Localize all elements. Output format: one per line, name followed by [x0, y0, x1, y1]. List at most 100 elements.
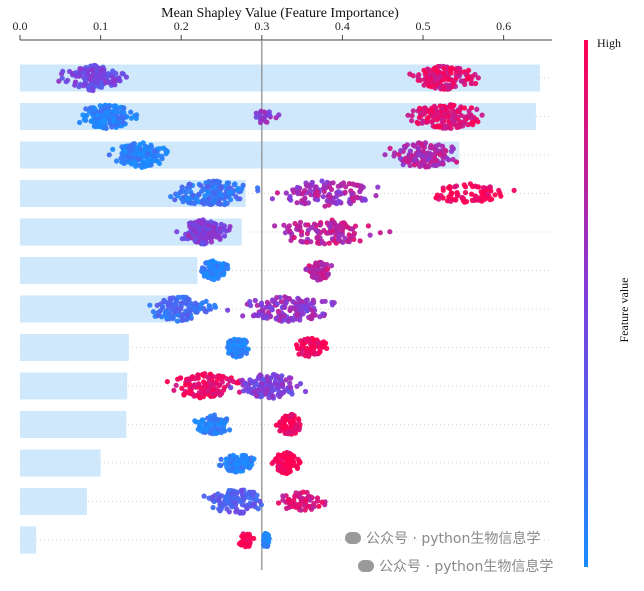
- shap-point: [290, 503, 296, 509]
- shap-point: [198, 183, 204, 189]
- shap-point: [96, 123, 102, 129]
- shap-point: [274, 294, 280, 301]
- shap-point: [440, 155, 446, 161]
- shap-point: [283, 300, 289, 306]
- shap-point: [73, 79, 79, 85]
- shap-point: [240, 539, 246, 545]
- shap-point: [345, 224, 351, 230]
- shap-point: [95, 112, 101, 118]
- shap-point: [357, 238, 363, 244]
- shap-point: [433, 158, 439, 164]
- shap-point: [261, 543, 267, 549]
- shap-point: [207, 430, 213, 436]
- shap-point: [99, 84, 105, 90]
- shap-point: [302, 188, 308, 194]
- shap-point: [177, 375, 184, 381]
- shap-point: [162, 299, 168, 305]
- shap-point: [250, 501, 256, 507]
- shap-point: [243, 350, 250, 356]
- shap-point: [328, 263, 335, 269]
- shap-point: [425, 115, 431, 121]
- shap-point: [276, 112, 282, 118]
- shap-point: [362, 197, 368, 203]
- shap-point: [235, 338, 241, 344]
- shap-point: [228, 385, 234, 391]
- shap-point: [142, 145, 148, 151]
- shap-point: [333, 240, 339, 246]
- shap-point: [226, 339, 232, 345]
- watermark-text: 公众号 · python生物信息学: [379, 559, 554, 575]
- colorbar: [584, 40, 588, 567]
- shap-point: [121, 105, 127, 111]
- shap-point: [327, 221, 333, 227]
- shap-point: [159, 305, 166, 311]
- shap-point: [335, 189, 342, 195]
- shap-point: [294, 345, 300, 351]
- shap-point: [346, 181, 352, 187]
- shap-point: [305, 504, 311, 510]
- shap-point: [236, 389, 243, 395]
- shap-point: [212, 304, 219, 310]
- shap-point: [469, 183, 476, 190]
- shap-point: [317, 314, 323, 320]
- x-tick-label: 0.0: [13, 19, 28, 33]
- shap-point: [411, 157, 417, 163]
- shap-point: [91, 106, 98, 112]
- shap-point: [191, 307, 197, 313]
- shap-point: [196, 381, 202, 387]
- shap-point: [287, 307, 293, 313]
- shap-point: [329, 199, 335, 205]
- shap-point: [321, 343, 327, 349]
- shap-point: [448, 125, 454, 131]
- shap-point: [223, 456, 229, 462]
- shap-point: [208, 219, 214, 225]
- shap-point: [414, 119, 420, 125]
- shap-point: [206, 200, 212, 206]
- shap-point: [276, 317, 282, 323]
- shap-point: [249, 379, 255, 385]
- shap-point: [444, 155, 450, 162]
- shap-point: [232, 461, 238, 467]
- shap-point: [171, 387, 177, 393]
- shap-point: [382, 152, 388, 158]
- shap-point: [103, 105, 109, 111]
- shap-point: [201, 493, 207, 499]
- shap-point: [410, 108, 416, 114]
- shap-point: [462, 118, 468, 124]
- shap-point: [466, 112, 472, 118]
- shap-point: [307, 497, 313, 503]
- shap-point: [311, 221, 317, 227]
- shap-point: [222, 461, 228, 467]
- shap-point: [216, 179, 222, 186]
- shap-point: [326, 240, 332, 246]
- shap-point: [418, 141, 425, 147]
- shap-point: [257, 372, 263, 378]
- shap-point: [440, 187, 446, 193]
- shap-point: [290, 187, 296, 193]
- shap-point: [410, 73, 416, 79]
- shap-point: [201, 383, 207, 389]
- x-tick-label: 0.4: [335, 19, 350, 33]
- shap-point: [179, 385, 185, 391]
- shap-point: [299, 299, 305, 305]
- shap-point: [346, 199, 352, 205]
- shap-point: [295, 191, 301, 197]
- shap-point: [433, 195, 439, 201]
- shap-point: [173, 382, 179, 388]
- shap-point: [212, 196, 218, 202]
- shap-point: [255, 188, 261, 194]
- shap-point: [192, 229, 198, 236]
- shap-point: [150, 309, 156, 315]
- shap-point: [223, 262, 229, 268]
- shap-point: [274, 190, 280, 196]
- shap-point: [160, 145, 167, 151]
- shap-point: [453, 197, 459, 203]
- shap-point: [210, 504, 216, 511]
- shap-point: [336, 236, 342, 243]
- shap-point: [184, 312, 190, 318]
- shap-point: [121, 157, 127, 163]
- shap-point: [474, 106, 480, 112]
- shap-point: [292, 493, 298, 499]
- shap-point: [423, 164, 429, 170]
- shap-point: [448, 70, 454, 76]
